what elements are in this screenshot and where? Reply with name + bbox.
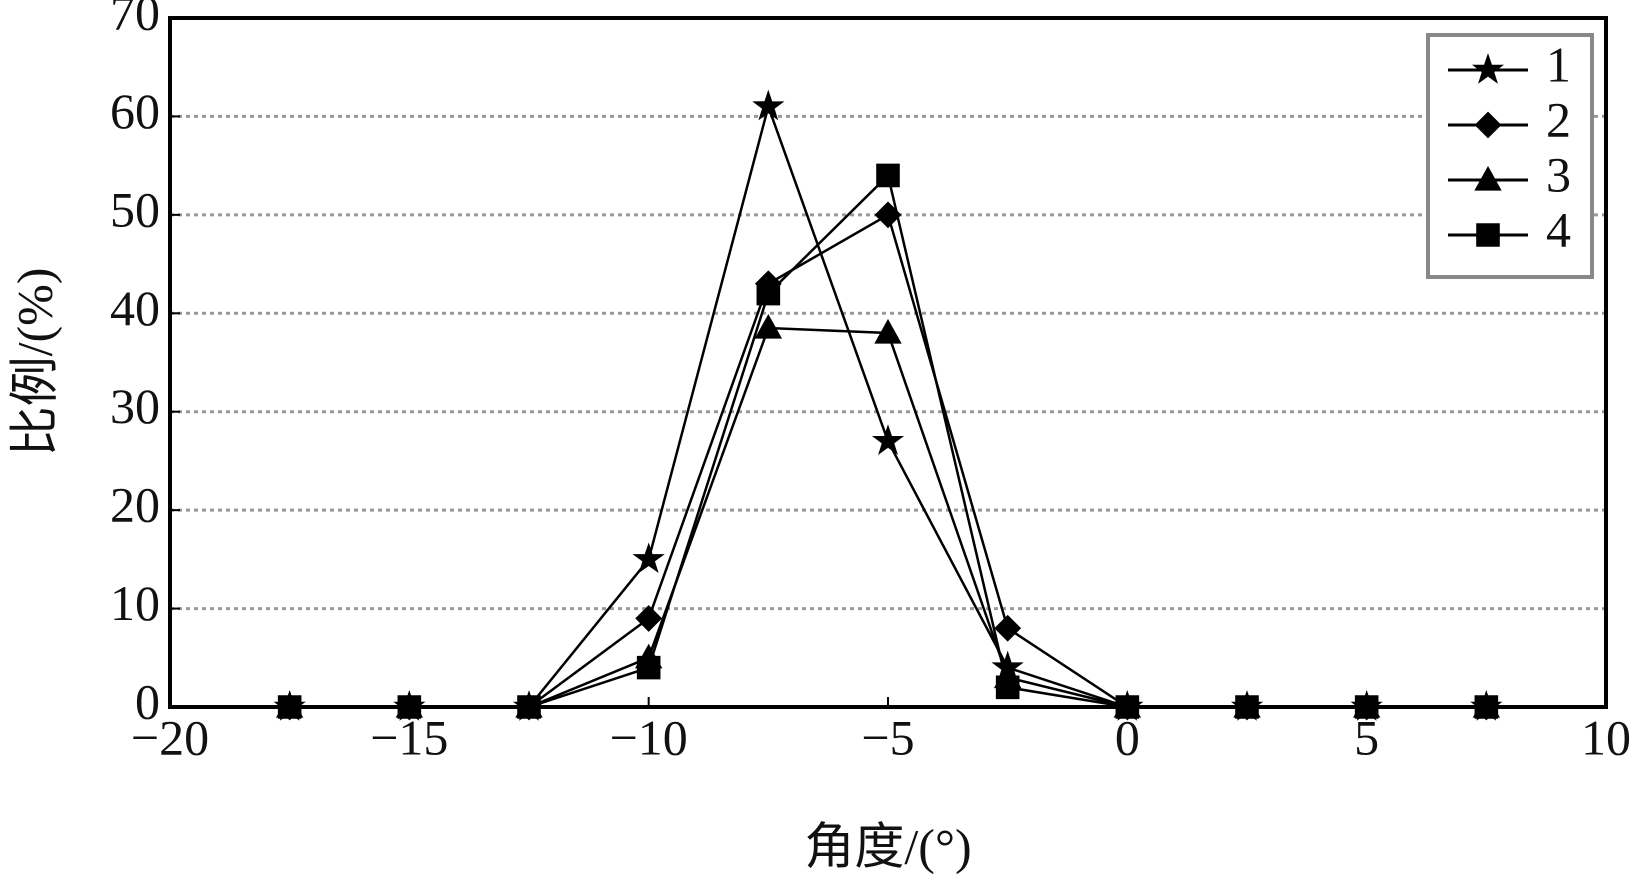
- legend-label: 2: [1546, 91, 1571, 147]
- y-tick-label: 70: [110, 0, 160, 40]
- y-tick-label: 10: [110, 575, 160, 631]
- marker: [632, 542, 665, 574]
- y-tick-label: 50: [110, 181, 160, 237]
- x-axis-label: 角度/(°): [804, 818, 971, 874]
- legend-label: 3: [1546, 146, 1571, 202]
- y-tick-label: 0: [135, 673, 160, 729]
- legend-marker: [1474, 111, 1502, 139]
- marker: [874, 318, 902, 344]
- marker: [871, 424, 905, 455]
- marker: [517, 695, 541, 719]
- legend-label: 1: [1546, 36, 1571, 92]
- legend-marker: [1474, 165, 1502, 191]
- marker: [754, 313, 783, 339]
- marker: [876, 163, 900, 188]
- series-line: [289, 212, 1487, 709]
- legend-marker: [1476, 223, 1500, 247]
- x-tick-label: −10: [610, 709, 688, 765]
- marker: [994, 614, 1022, 642]
- marker: [397, 695, 422, 719]
- marker: [874, 201, 902, 229]
- y-tick-label: 60: [110, 83, 160, 139]
- series-line: [289, 102, 1487, 709]
- marker: [1115, 695, 1140, 719]
- marker: [1474, 695, 1499, 719]
- marker: [1354, 695, 1379, 719]
- marker: [752, 89, 785, 121]
- x-tick-label: −5: [861, 709, 914, 765]
- legend-label: 4: [1546, 201, 1571, 257]
- y-tick-label: 40: [110, 280, 160, 336]
- y-axis-label: 比例/(%): [6, 268, 62, 457]
- marker: [1235, 695, 1259, 719]
- x-tick-label: −20: [131, 709, 209, 765]
- y-tick-label: 20: [110, 477, 160, 533]
- plot-frame: [168, 16, 1608, 709]
- x-tick-label: 10: [1581, 709, 1631, 765]
- marker: [277, 695, 302, 719]
- marker: [635, 605, 663, 632]
- marker: [995, 675, 1020, 700]
- marker: [756, 281, 781, 306]
- y-tick-label: 30: [110, 378, 160, 434]
- series-line: [289, 326, 1487, 709]
- marker: [636, 655, 661, 680]
- legend-marker: [1471, 53, 1505, 84]
- legend-box: [1426, 33, 1594, 279]
